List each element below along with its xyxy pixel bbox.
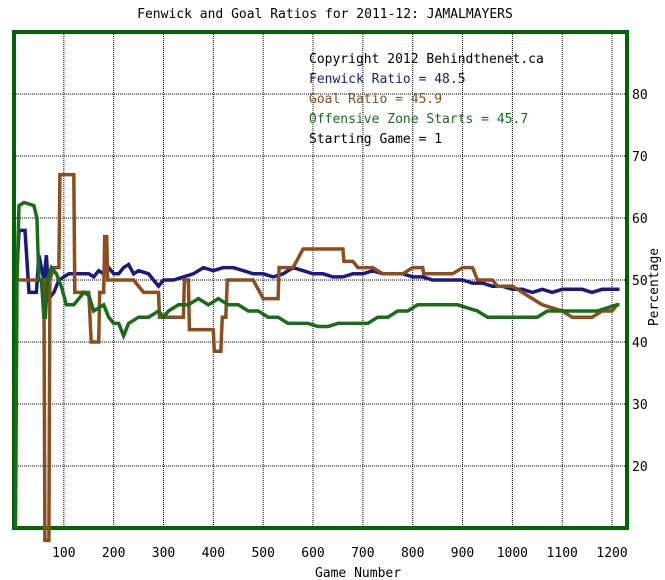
y-tick-label: 20: [632, 460, 648, 475]
y-tick-label: 80: [632, 88, 648, 103]
series-line-goal-ratio: [15, 172, 620, 543]
y-tick-label: 30: [632, 398, 648, 413]
y-tick-label: 60: [632, 212, 648, 227]
x-tick-label: 800: [401, 546, 424, 561]
annotation-line: Fenwick Ratio = 48.5: [309, 72, 466, 87]
y-tick-label: 40: [632, 336, 648, 351]
x-tick-label: 200: [102, 546, 125, 561]
x-tick-label: 500: [251, 546, 274, 561]
y-tick-labels: 20 30 40 50 60 70 80: [632, 88, 648, 475]
series-layer: [13, 172, 620, 543]
series-line-offensive-zone-starts: [13, 200, 620, 529]
x-tick-label: 300: [152, 546, 175, 561]
x-tick-label: 1000: [497, 546, 528, 561]
x-tick-label: 900: [451, 546, 474, 561]
y-tick-label: 70: [632, 150, 648, 165]
x-tick-label: 700: [351, 546, 374, 561]
x-tick-label: 1200: [596, 546, 627, 561]
legend-annotations: Copyright 2012 Behindthenet.ca Fenwick Ra…: [309, 52, 544, 147]
annotation-line: Goal Ratio = 45.9: [309, 92, 442, 107]
annotation-line: Starting Game = 1: [309, 132, 442, 147]
y-axis-label: Percentage: [647, 248, 662, 326]
x-tick-label: 400: [202, 546, 225, 561]
x-tick-label: 1100: [547, 546, 578, 561]
x-axis-label: Game Number: [315, 566, 401, 580]
chart-title: Fenwick and Goal Ratios for 2011-12: JAM…: [137, 7, 513, 22]
y-tick-label: 50: [632, 274, 648, 289]
x-tick-label: 600: [301, 546, 324, 561]
annotation-line: Copyright 2012 Behindthenet.ca: [309, 52, 544, 67]
x-tick-label: 100: [52, 546, 75, 561]
x-tick-labels: 100 200 300 400 500 600 700 800 900 1000 1100 1200: [52, 546, 628, 561]
annotation-line: Offensive Zone Starts = 45.7: [309, 112, 528, 127]
